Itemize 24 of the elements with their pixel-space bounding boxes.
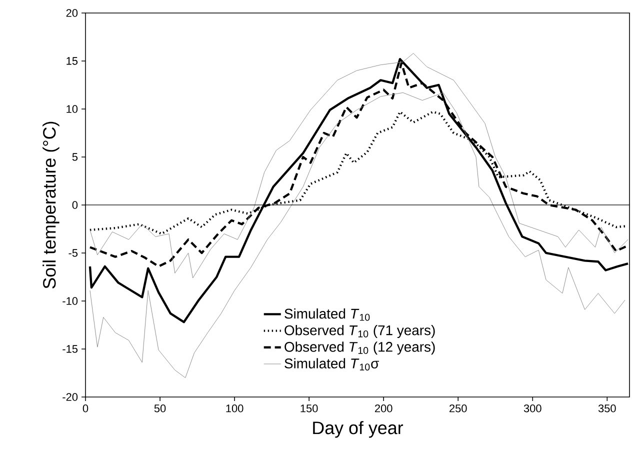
y-tick-label: -20 <box>62 393 78 401</box>
x-tick-label: 200 <box>374 404 392 412</box>
x-tick-label: 100 <box>226 404 244 412</box>
y-tick-label: 0 <box>72 201 78 209</box>
y-tick-label: 10 <box>66 105 78 113</box>
y-tick-label: -10 <box>62 297 78 305</box>
x-tick-label: 350 <box>598 404 616 412</box>
y-tick-label: 5 <box>72 153 78 161</box>
y-axis-title: Soil temperature (°C) <box>42 122 60 288</box>
x-tick-label: 300 <box>524 404 542 412</box>
x-axis-title: Day of year <box>313 421 404 438</box>
legend-label: Simulated T$_{10}$ <box>284 308 370 321</box>
y-tick-label: 20 <box>66 9 78 17</box>
x-tick-label: 0 <box>82 404 88 412</box>
x-tick-label: 50 <box>154 404 166 412</box>
legend-label: Observed T$_{10}$ (12 years) <box>284 342 435 355</box>
y-tick-label: -5 <box>68 249 78 257</box>
legend-label: Simulated T$_{10}$σ <box>284 358 379 371</box>
x-tick-label: 250 <box>450 404 467 412</box>
y-tick-label: 15 <box>66 57 78 65</box>
y-tick-label: -15 <box>62 345 78 353</box>
line-series <box>90 92 626 378</box>
legend-label: Observed T$_{10}$ (71 years) <box>284 324 435 338</box>
x-tick-label: 150 <box>300 404 318 412</box>
